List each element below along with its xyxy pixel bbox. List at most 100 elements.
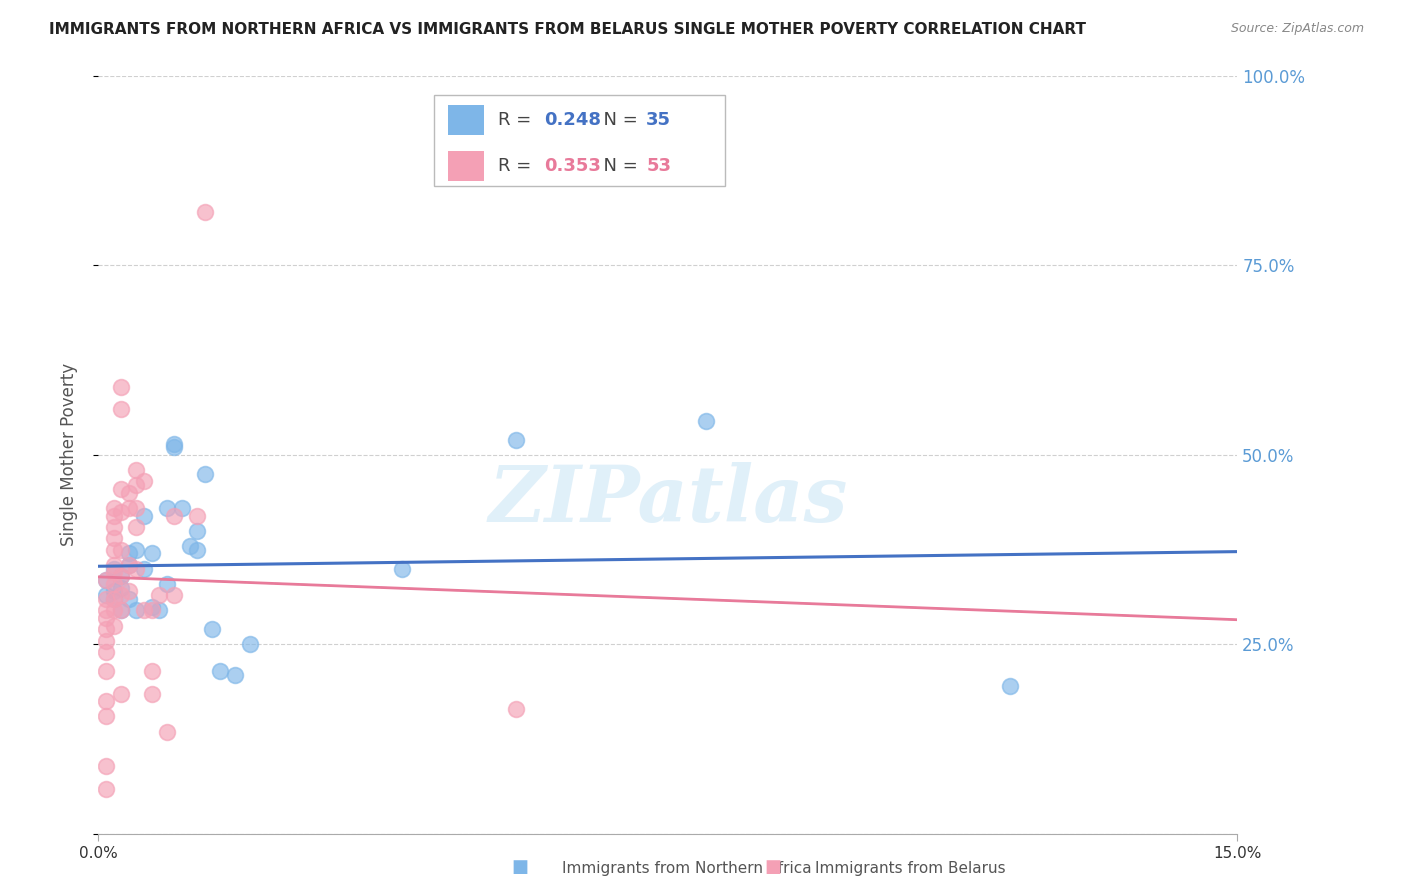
Point	[194, 205, 217, 219]
Text: Immigrants from Northern Africa: Immigrants from Northern Africa	[562, 861, 813, 876]
Point	[110, 569, 132, 583]
Point	[132, 562, 155, 576]
Text: N =: N =	[592, 112, 643, 129]
Point	[94, 664, 117, 678]
FancyBboxPatch shape	[449, 105, 485, 136]
Point	[148, 603, 170, 617]
Text: Source: ZipAtlas.com: Source: ZipAtlas.com	[1230, 22, 1364, 36]
Point	[132, 603, 155, 617]
Point	[132, 508, 155, 523]
Point	[94, 603, 117, 617]
Point	[110, 581, 132, 595]
Point	[103, 576, 125, 591]
Point	[103, 500, 125, 515]
Point	[103, 520, 125, 534]
Point	[94, 623, 117, 637]
Text: 53: 53	[647, 157, 671, 175]
Point	[103, 558, 125, 572]
Point	[505, 433, 527, 447]
Point	[103, 542, 125, 557]
Point	[163, 508, 186, 523]
Point	[179, 539, 201, 553]
Point	[110, 603, 132, 617]
Point	[141, 687, 163, 701]
Point	[94, 588, 117, 602]
Text: ZIPatlas: ZIPatlas	[488, 462, 848, 539]
Text: 0.353: 0.353	[544, 157, 600, 175]
Point	[125, 542, 148, 557]
Point	[110, 482, 132, 496]
Point	[163, 440, 186, 454]
Point	[224, 667, 246, 681]
Text: ■: ■	[512, 858, 529, 876]
Point	[125, 603, 148, 617]
Point	[118, 485, 141, 500]
Point	[156, 500, 179, 515]
Point	[110, 542, 132, 557]
Point	[110, 603, 132, 617]
Point	[118, 500, 141, 515]
Point	[110, 687, 132, 701]
Point	[94, 709, 117, 723]
Point	[118, 558, 141, 572]
Point	[103, 603, 125, 617]
Point	[695, 414, 717, 428]
Point	[103, 562, 125, 576]
Point	[125, 463, 148, 477]
Y-axis label: Single Mother Poverty: Single Mother Poverty	[59, 363, 77, 547]
Point	[94, 611, 117, 625]
Point	[998, 679, 1021, 693]
Point	[163, 588, 186, 602]
Point	[94, 573, 117, 587]
Text: N =: N =	[592, 157, 643, 175]
FancyBboxPatch shape	[449, 151, 485, 181]
Text: 0.248: 0.248	[544, 112, 600, 129]
Point	[194, 467, 217, 481]
Point	[141, 546, 163, 561]
Point	[505, 702, 527, 716]
Text: Immigrants from Belarus: Immigrants from Belarus	[815, 861, 1007, 876]
Point	[186, 524, 208, 538]
Point	[125, 500, 148, 515]
Text: 35: 35	[647, 112, 671, 129]
Point	[110, 505, 132, 519]
Point	[110, 402, 132, 417]
Point	[141, 664, 163, 678]
Point	[208, 664, 231, 678]
Point	[94, 694, 117, 708]
Point	[118, 558, 141, 572]
Point	[141, 603, 163, 617]
Point	[94, 592, 117, 607]
Point	[156, 724, 179, 739]
Point	[103, 508, 125, 523]
Point	[125, 478, 148, 492]
Point	[170, 500, 193, 515]
Point	[118, 592, 141, 607]
Point	[391, 562, 413, 576]
FancyBboxPatch shape	[434, 95, 725, 186]
Point	[110, 588, 132, 602]
Point	[103, 592, 125, 607]
Point	[94, 758, 117, 772]
Point	[141, 599, 163, 614]
Point	[103, 566, 125, 580]
Point	[201, 623, 224, 637]
Point	[125, 562, 148, 576]
Text: ■: ■	[765, 858, 782, 876]
Point	[94, 573, 117, 587]
Point	[186, 542, 208, 557]
Point	[125, 520, 148, 534]
Point	[103, 584, 125, 599]
Text: R =: R =	[498, 112, 537, 129]
Text: R =: R =	[498, 157, 537, 175]
Point	[103, 531, 125, 545]
Point	[148, 588, 170, 602]
Point	[110, 380, 132, 394]
Point	[156, 576, 179, 591]
Point	[103, 618, 125, 632]
Point	[163, 436, 186, 450]
Point	[94, 633, 117, 648]
Point	[94, 781, 117, 796]
Point	[239, 637, 262, 651]
Point	[132, 475, 155, 489]
